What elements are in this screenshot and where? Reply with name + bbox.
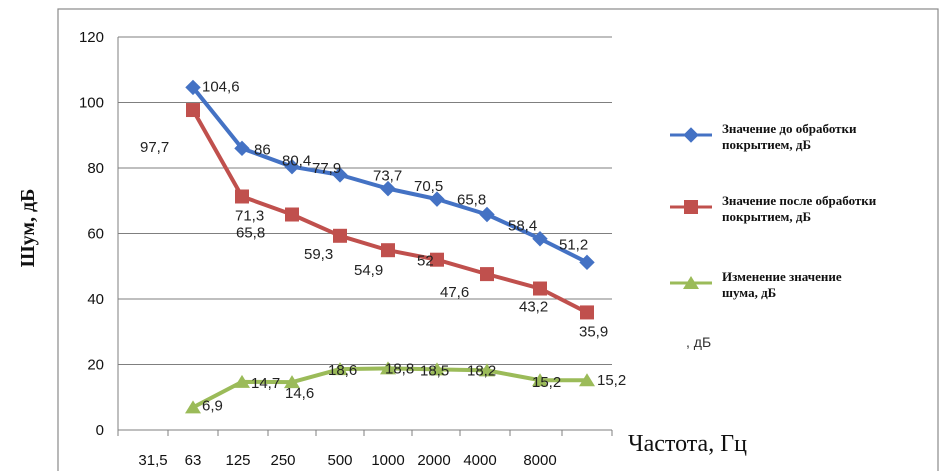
data-label-before: 77,9 <box>312 160 341 177</box>
data-label-before: 51,2 <box>559 236 588 253</box>
x-tick-label: 8000 <box>523 452 556 469</box>
data-label-change: 14,6 <box>285 385 314 402</box>
data-label-before: 80,4 <box>282 153 311 170</box>
data-label-change: 18,2 <box>467 362 496 379</box>
legend-label-line: покрытием, дБ <box>722 137 811 152</box>
legend-label-line: Значение до обработки <box>722 121 857 136</box>
data-label-before: 65,8 <box>457 192 486 209</box>
data-label-after: 54,9 <box>354 262 383 279</box>
y-tick-label: 40 <box>87 291 104 308</box>
data-label-change: 18,8 <box>385 360 414 377</box>
data-point-before <box>579 254 595 271</box>
data-label-before: 70,5 <box>414 178 443 195</box>
stray-annotation: , дБ <box>686 334 711 350</box>
data-label-after: 35,9 <box>579 323 608 340</box>
data-point-before <box>532 231 548 247</box>
data-label-after: 52 <box>417 253 434 270</box>
legend-label-after: Значение после обработки покрытием, дБ <box>722 193 877 224</box>
legend-marker-before <box>683 127 699 143</box>
x-tick-label: 125 <box>225 452 250 469</box>
data-point-change <box>332 362 348 376</box>
data-label-before: 104,6 <box>202 78 240 95</box>
legend-label-line: покрытием, дБ <box>722 209 811 224</box>
x-tick-label: 500 <box>327 452 352 469</box>
y-tick-label: 100 <box>79 95 104 112</box>
data-label-change: 6,9 <box>202 397 223 414</box>
x-tick-label: 31,5 <box>138 452 167 469</box>
data-label-after: 47,6 <box>440 284 469 301</box>
legend-marker-after <box>684 200 698 214</box>
legend-label-line: шума, дБ <box>722 285 776 300</box>
data-label-change: 15,2 <box>597 372 626 389</box>
data-label-change: 18,6 <box>328 362 357 379</box>
data-point-before <box>429 191 445 207</box>
data-point-before <box>332 167 348 183</box>
data-label-before: 58,4 <box>508 218 537 235</box>
data-label-after: 65,8 <box>236 225 265 242</box>
data-label-before: 73,7 <box>373 168 402 185</box>
data-point-change <box>284 375 300 389</box>
data-point-before <box>185 79 201 96</box>
x-tick-label: 2000 <box>417 452 450 469</box>
data-point-change <box>479 363 495 377</box>
x-tick-label: 250 <box>270 452 295 469</box>
data-point-change <box>380 361 396 375</box>
x-axis-title: Частота, Гц <box>628 431 747 457</box>
data-point-before <box>380 180 396 197</box>
data-label-before: 86 <box>254 141 271 158</box>
data-label-after: 59,3 <box>304 246 333 263</box>
x-tick-label: 63 <box>185 452 202 469</box>
y-tick-label: 80 <box>87 160 104 177</box>
data-point-before <box>284 158 300 175</box>
y-tick-label: 0 <box>96 422 104 439</box>
data-point-change <box>532 373 548 387</box>
data-point-change <box>185 400 201 414</box>
data-point-after <box>480 267 494 282</box>
legend-marker-change <box>683 276 699 289</box>
chart-border <box>57 8 939 471</box>
data-point-before <box>479 206 495 223</box>
data-label-after: 97,7 <box>140 139 169 156</box>
legend-label-change: Изменение значение шума, дБ <box>722 269 842 300</box>
data-point-change <box>579 373 595 387</box>
y-tick-label: 20 <box>87 357 104 374</box>
legend-label-line: Изменение значение <box>722 269 842 284</box>
data-point-before <box>234 140 250 157</box>
data-label-change: 14,7 <box>251 375 280 392</box>
data-point-after <box>186 103 200 118</box>
data-point-after <box>285 207 299 222</box>
y-tick-label: 120 <box>79 29 104 46</box>
data-label-after: 71,3 <box>235 207 264 224</box>
data-point-after <box>333 228 347 243</box>
legend-label-line: Значение после обработки <box>722 193 877 208</box>
data-point-after <box>580 305 594 320</box>
data-label-change: 18,5 <box>420 362 449 379</box>
data-point-after <box>235 189 249 204</box>
y-tick-label: 60 <box>87 226 104 243</box>
data-point-after <box>533 281 547 296</box>
x-tick-label: 4000 <box>463 452 496 469</box>
x-tick-label: 1000 <box>371 452 404 469</box>
data-label-after: 43,2 <box>519 299 548 316</box>
y-axis-title: Шум, дБ <box>17 189 39 268</box>
data-point-change <box>429 362 445 376</box>
data-point-change <box>234 374 250 388</box>
legend-label-before: Значение до обработки покрытием, дБ <box>722 121 857 152</box>
data-point-after <box>381 243 395 258</box>
data-label-change: 15,2 <box>532 374 561 391</box>
data-point-after <box>430 252 444 267</box>
